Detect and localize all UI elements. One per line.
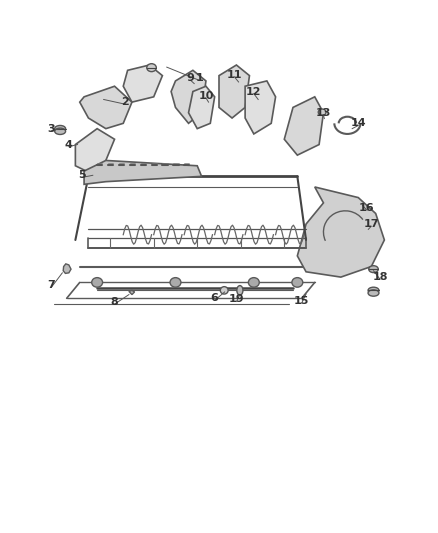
Ellipse shape <box>248 278 259 287</box>
Polygon shape <box>171 70 206 123</box>
Text: 7: 7 <box>48 280 55 290</box>
Text: 2: 2 <box>122 97 129 107</box>
Ellipse shape <box>369 266 378 272</box>
Ellipse shape <box>92 278 102 287</box>
Text: 19: 19 <box>229 294 244 304</box>
Polygon shape <box>80 86 132 128</box>
Text: 10: 10 <box>198 91 214 101</box>
Ellipse shape <box>368 287 379 294</box>
Text: 8: 8 <box>111 297 118 307</box>
Ellipse shape <box>55 125 66 132</box>
Polygon shape <box>245 81 276 134</box>
Polygon shape <box>63 264 71 273</box>
Text: 14: 14 <box>350 118 366 128</box>
Ellipse shape <box>318 109 326 115</box>
Ellipse shape <box>170 278 181 287</box>
Text: 13: 13 <box>316 108 331 118</box>
Text: 5: 5 <box>78 171 86 180</box>
Ellipse shape <box>237 286 243 295</box>
Ellipse shape <box>55 128 66 134</box>
Polygon shape <box>75 128 123 176</box>
Ellipse shape <box>220 287 228 294</box>
Text: 12: 12 <box>246 86 261 96</box>
Text: 3: 3 <box>48 124 55 134</box>
Ellipse shape <box>292 278 303 287</box>
Text: 4: 4 <box>65 140 73 150</box>
Polygon shape <box>284 97 323 155</box>
Polygon shape <box>123 65 162 102</box>
Text: 15: 15 <box>294 296 309 306</box>
Ellipse shape <box>368 290 379 296</box>
Text: 11: 11 <box>226 70 242 79</box>
Polygon shape <box>129 290 134 295</box>
Text: 17: 17 <box>364 219 379 229</box>
Polygon shape <box>84 160 201 184</box>
Polygon shape <box>188 86 215 128</box>
Text: 18: 18 <box>372 272 388 282</box>
Ellipse shape <box>147 63 156 71</box>
Text: 9: 9 <box>187 73 194 83</box>
Text: 6: 6 <box>211 293 219 303</box>
Polygon shape <box>219 65 250 118</box>
Text: 1: 1 <box>195 73 203 83</box>
Text: 16: 16 <box>359 203 375 213</box>
Polygon shape <box>297 187 385 277</box>
